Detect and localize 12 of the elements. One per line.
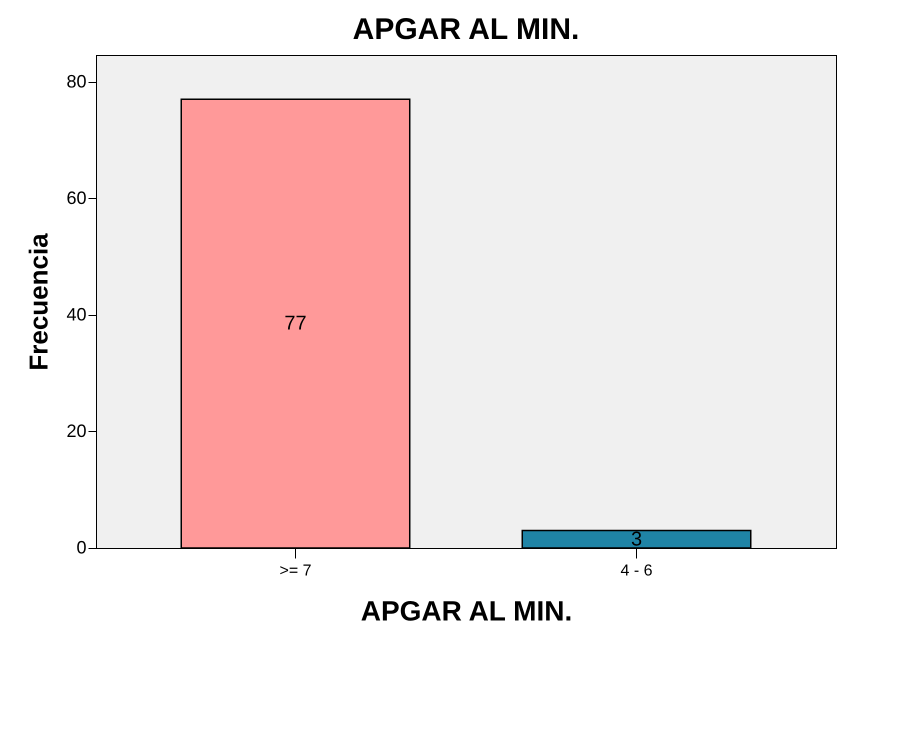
x-axis-title: APGAR AL MIN. bbox=[360, 596, 572, 626]
y-axis-title: Frecuencia bbox=[23, 232, 54, 371]
y-tick-label: 80 bbox=[66, 71, 86, 92]
chart-title: APGAR AL MIN. bbox=[352, 13, 580, 46]
data-label: 77 bbox=[284, 312, 307, 335]
x-tick-label: 4 - 6 bbox=[620, 562, 653, 580]
data-label: 3 bbox=[630, 528, 642, 550]
y-tick-label: 60 bbox=[66, 188, 86, 208]
y-tick-label: 0 bbox=[76, 538, 86, 558]
y-tick-label: 40 bbox=[66, 304, 86, 324]
y-tick-label: 20 bbox=[66, 420, 86, 441]
x-tick-label: >= 7 bbox=[279, 562, 312, 580]
